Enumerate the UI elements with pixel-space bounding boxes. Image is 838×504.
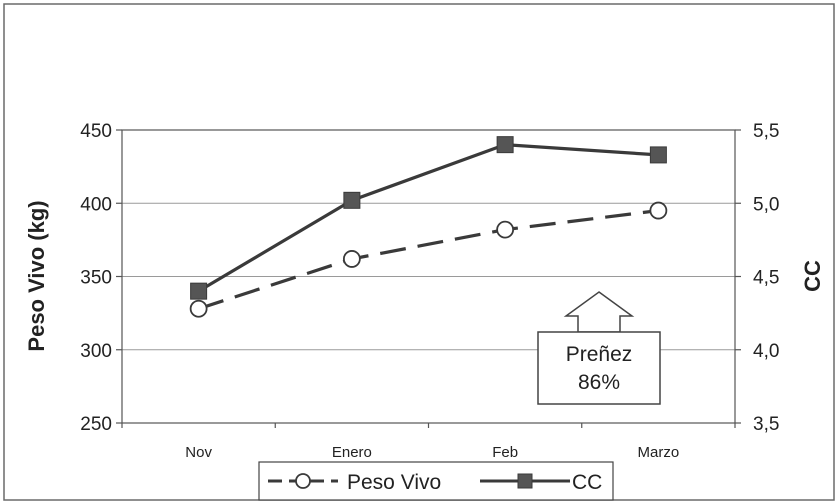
x-tick-label: Feb (492, 444, 518, 461)
x-axis-ticks: Nov Enero Feb Marzo (121, 423, 736, 461)
legend: Peso Vivo CC (258, 461, 614, 501)
annotation-line-1: Preñez (566, 343, 633, 366)
right-tick-label: 5,5 (753, 121, 779, 142)
annotation-line-2: 86% (578, 371, 620, 394)
point-peso-vivo (649, 201, 668, 220)
pregnancy-annotation: Preñez 86% (537, 291, 661, 405)
left-tick-label: 250 (80, 414, 112, 435)
right-tick-label: 3,5 (753, 414, 779, 435)
left-tick-label: 300 (80, 341, 112, 362)
series-line-peso-vivo (198, 208, 659, 311)
point-peso-vivo (342, 250, 361, 268)
series-layer (189, 136, 668, 318)
series-line-cc (197, 143, 659, 293)
right-tick-label: 4,0 (753, 341, 779, 362)
left-tick-label: 450 (80, 121, 112, 142)
point-peso-vivo (496, 220, 515, 239)
x-tick-label: Nov (185, 444, 212, 461)
right-axis-ticks: 3,5 4,0 4,5 5,0 5,5 (735, 121, 779, 435)
point-cc (190, 282, 208, 300)
left-tick-label: 400 (80, 194, 112, 215)
right-axis-label: CC (800, 260, 825, 292)
point-cc (343, 191, 361, 209)
annotation-box (537, 331, 661, 405)
point-cc (496, 136, 514, 154)
point-peso-vivo (189, 299, 208, 318)
left-axis-ticks: 250 300 350 400 450 (80, 121, 122, 435)
figure-border (3, 3, 835, 501)
right-tick-label: 4,5 (753, 268, 779, 289)
legend-peso-label: Peso Vivo (347, 471, 441, 494)
legend-cc-marker (517, 473, 533, 489)
left-tick-label: 350 (80, 268, 112, 289)
x-tick-label: Enero (332, 444, 372, 461)
legend-cc-label: CC (572, 471, 602, 494)
point-cc (649, 146, 667, 164)
x-tick-label: Marzo (638, 444, 680, 461)
legend-peso-marker (295, 473, 311, 489)
left-axis-label: Peso Vivo (kg) (24, 200, 49, 351)
right-tick-label: 5,0 (753, 194, 779, 215)
